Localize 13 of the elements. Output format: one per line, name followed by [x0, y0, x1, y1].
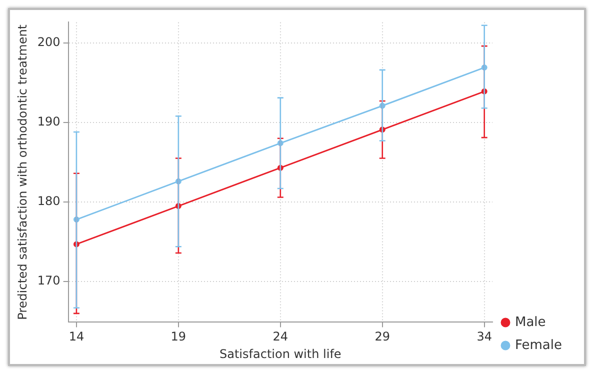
legend-label: Female	[514, 338, 562, 353]
x-tick-label: 19	[170, 330, 186, 344]
x-tick-label: 14	[68, 330, 84, 344]
y-tick-label: 200	[37, 35, 60, 50]
x-axis-title: Satisfaction with life	[220, 346, 342, 361]
y-tick-label: 180	[37, 194, 60, 208]
x-tick-label: 34	[476, 330, 492, 344]
y-tick-label: 170	[37, 274, 60, 288]
x-tick-label: 24	[272, 330, 288, 344]
x-tick-label: 29	[374, 330, 390, 344]
legend-label: Male	[514, 314, 546, 330]
y-tick-label: 190	[37, 114, 60, 129]
y-axis-title: Predicted satisfaction with orthodontic treatment	[15, 24, 30, 320]
